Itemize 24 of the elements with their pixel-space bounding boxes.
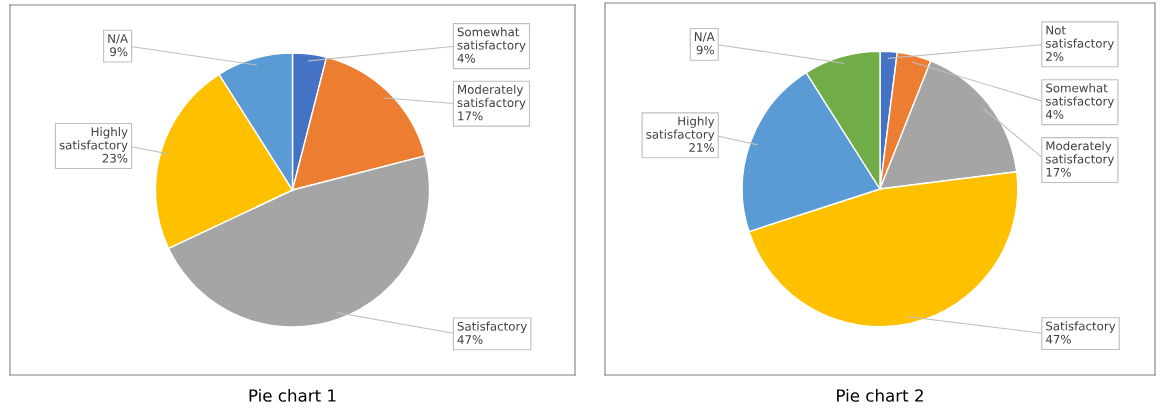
slice-label: N/A [108, 34, 128, 44]
slice-label: N/A [694, 32, 715, 43]
data-label: 47% [457, 334, 483, 344]
data-label: 47% [1045, 334, 1071, 344]
data-label: 23% [102, 153, 128, 163]
slice-label: Somewhat satisfactory [1045, 83, 1114, 108]
text: Pie chart 1 [249, 388, 336, 402]
slice-label: Highly satisfactory [646, 116, 715, 142]
text: Pie chart 2 [837, 388, 923, 402]
data-label: 2% [1046, 52, 1064, 61]
data-label: 9% [110, 47, 128, 57]
slice-label: Satisfactory [457, 321, 527, 333]
data-label: 4% [457, 53, 476, 63]
data-label: 21% [689, 143, 715, 152]
data-label: 17% [1046, 167, 1071, 177]
data-label: 4% [1045, 109, 1064, 119]
data-label: 17% [458, 111, 483, 121]
slice-label: Moderately satisfactory [1045, 141, 1114, 166]
slice-label: Somewhat satisfactory [457, 27, 526, 52]
data-label: 9% [696, 45, 715, 55]
slice-label: Highly satisfactory [59, 127, 128, 152]
slice-label: Satisfactory [1046, 321, 1116, 333]
slice-label: Not satisfactory [1045, 25, 1114, 51]
slice-label: Moderately satisfactory [457, 84, 526, 110]
